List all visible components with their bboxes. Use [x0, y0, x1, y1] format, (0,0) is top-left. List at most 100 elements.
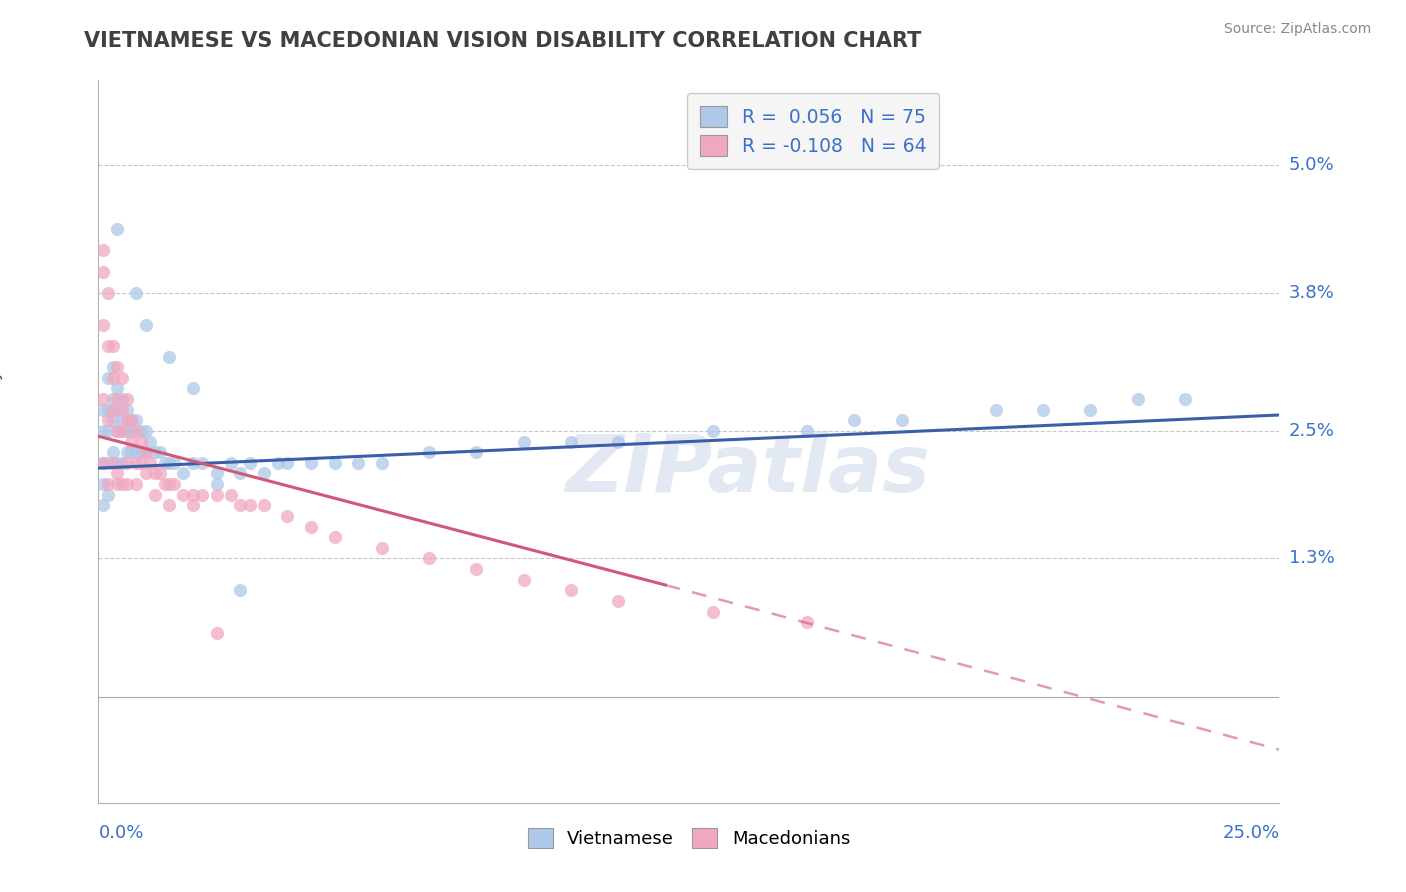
Point [205, 467, 228, 481]
Point [105, 402, 128, 417]
Point [121, 434, 143, 449]
Point [129, 424, 152, 438]
Point [91, 244, 114, 258]
Point [219, 488, 242, 502]
Text: 3.8%: 3.8% [1289, 284, 1334, 301]
Point [371, 456, 394, 470]
Point [105, 381, 128, 395]
Point [115, 445, 138, 459]
Point [135, 424, 157, 438]
Point [172, 488, 194, 502]
Point [1080, 402, 1102, 417]
Point [135, 445, 157, 459]
Point [111, 477, 134, 491]
Point [1032, 402, 1054, 417]
Point [299, 456, 322, 470]
Point [702, 424, 724, 438]
Point [91, 392, 114, 406]
Point [91, 498, 114, 512]
Point [97, 456, 120, 470]
Point [101, 392, 124, 406]
Point [97, 424, 120, 438]
Point [371, 541, 394, 555]
Point [121, 445, 143, 459]
Point [111, 392, 134, 406]
Point [153, 456, 176, 470]
Point [512, 434, 534, 449]
Point [229, 467, 252, 481]
Point [149, 445, 172, 459]
Point [125, 445, 148, 459]
Point [890, 413, 912, 427]
Point [101, 402, 124, 417]
Text: 0.0%: 0.0% [98, 824, 143, 842]
Point [91, 402, 114, 417]
Point [253, 467, 276, 481]
Point [111, 456, 134, 470]
Point [91, 456, 114, 470]
Point [115, 413, 138, 427]
Point [239, 498, 262, 512]
Point [1126, 392, 1149, 406]
Point [97, 402, 120, 417]
Point [91, 264, 114, 278]
Point [101, 339, 124, 353]
Text: 1.3%: 1.3% [1289, 549, 1334, 567]
Text: ZIPatlas: ZIPatlas [565, 432, 931, 509]
Text: 25.0%: 25.0% [1222, 824, 1279, 842]
Point [276, 456, 298, 470]
Point [844, 413, 866, 427]
Point [267, 456, 290, 470]
Point [121, 424, 143, 438]
Point [139, 434, 162, 449]
Legend: Vietnamese, Macedonians: Vietnamese, Macedonians [520, 821, 858, 855]
Point [105, 456, 128, 470]
Point [135, 318, 157, 332]
Point [153, 477, 176, 491]
Point [205, 477, 228, 491]
Point [129, 445, 152, 459]
Point [157, 456, 180, 470]
Point [125, 285, 148, 300]
Point [796, 424, 818, 438]
Point [229, 583, 252, 598]
Point [984, 402, 1007, 417]
Point [205, 625, 228, 640]
Text: 2.5%: 2.5% [1289, 422, 1334, 440]
Point [143, 467, 166, 481]
Point [125, 413, 148, 427]
Point [253, 498, 276, 512]
Point [181, 456, 204, 470]
Point [157, 350, 180, 364]
Point [105, 424, 128, 438]
Point [205, 488, 228, 502]
Point [512, 573, 534, 587]
Point [115, 402, 138, 417]
Point [97, 488, 120, 502]
Point [111, 402, 134, 417]
Point [560, 583, 582, 598]
Point [101, 445, 124, 459]
Point [91, 477, 114, 491]
Point [101, 456, 124, 470]
Point [125, 424, 148, 438]
Point [97, 413, 120, 427]
Point [607, 594, 630, 608]
Point [181, 381, 204, 395]
Point [125, 456, 148, 470]
Point [323, 456, 346, 470]
Point [163, 477, 186, 491]
Point [91, 456, 114, 470]
Point [276, 508, 298, 523]
Text: Source: ZipAtlas.com: Source: ZipAtlas.com [1223, 22, 1371, 37]
Point [91, 424, 114, 438]
Point [702, 605, 724, 619]
Text: VIETNAMESE VS MACEDONIAN VISION DISABILITY CORRELATION CHART: VIETNAMESE VS MACEDONIAN VISION DISABILI… [84, 31, 922, 51]
Point [115, 477, 138, 491]
Point [1174, 392, 1197, 406]
Point [418, 551, 440, 566]
Point [157, 498, 180, 512]
Point [465, 445, 488, 459]
Point [229, 498, 252, 512]
Point [121, 413, 143, 427]
